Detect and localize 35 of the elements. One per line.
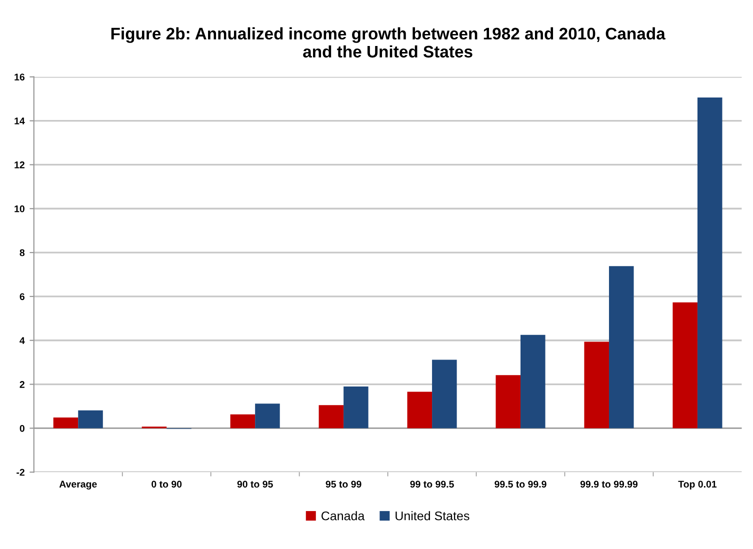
legend-label: United States [396,511,470,520]
y-tick-label: 6 [20,293,25,300]
x-tick-label: 99.5 to 99.9 [494,480,546,488]
bar [520,334,546,428]
bar [584,342,609,428]
y-tick-label: 8 [20,249,25,256]
legend-label: Canada [322,511,365,520]
y-tick-label: 4 [20,337,25,344]
bar [344,386,368,428]
x-tick-label: 90 to 95 [237,480,273,488]
y-tick-label: 16 [14,74,25,80]
y-tick-label: 10 [14,205,24,212]
y-tick-label: 12 [14,161,24,168]
y-tick-label: 0 [20,424,24,432]
bar [672,302,698,428]
bar [78,410,103,428]
x-tick-label: 99.9 to 99.99 [580,480,638,488]
x-tick-label: 95 to 99 [326,480,362,488]
y-tick-label: -2 [16,468,24,476]
bar [697,98,722,428]
x-tick-label: 99 to 99.5 [410,480,454,488]
y-tick-label: 2 [20,381,24,388]
x-tick-label: 0 to 90 [152,480,182,488]
bar [255,404,280,428]
bar [318,405,344,428]
bar [407,392,432,428]
bar [496,375,521,428]
bar [608,266,634,428]
bar [230,414,256,428]
bar [53,417,78,428]
y-tick-label: 14 [14,118,25,124]
bar [432,360,457,428]
chart-title: Figure 2b: Annualized income growth between 1982 and 2010, Canada and the United States [111,27,666,58]
x-tick-label: Top 0.01 [678,480,717,490]
x-tick-label: Average [59,480,97,490]
